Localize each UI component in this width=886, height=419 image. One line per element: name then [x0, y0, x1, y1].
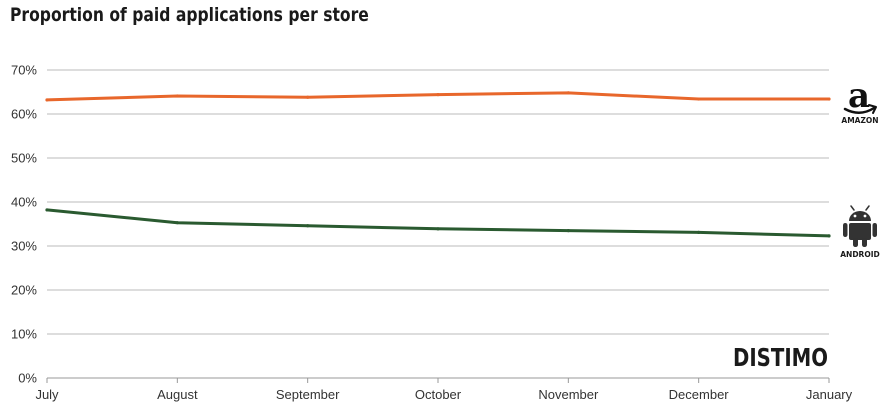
x-axis: July August September October November Decemb…: [35, 378, 853, 402]
x-tick-label: July: [35, 387, 59, 402]
x-tick-label: October: [415, 387, 462, 402]
data-point-amazon: [45, 98, 49, 102]
data-point-amazon: [697, 97, 701, 101]
y-tick-label: 50%: [11, 151, 37, 166]
y-tick-label: 60%: [11, 107, 37, 122]
data-point-android: [45, 208, 49, 212]
data-point-amazon: [827, 97, 831, 101]
y-tick-label: 10%: [11, 327, 37, 342]
y-tick-label: 30%: [11, 239, 37, 254]
grid-lines: [47, 69, 829, 379]
legend-label-android: ANDROID: [840, 250, 879, 259]
data-point-amazon: [566, 91, 570, 95]
data-point-android: [827, 234, 831, 238]
series-lines: [45, 91, 831, 238]
data-point-android: [436, 227, 440, 231]
x-tick-label: September: [276, 387, 340, 402]
svg-text:a: a: [848, 76, 870, 116]
data-point-amazon: [436, 93, 440, 97]
y-tick-label: 40%: [11, 195, 37, 210]
y-tick-label: 0%: [18, 371, 37, 386]
y-tick-label: 20%: [11, 283, 37, 298]
android-robot-icon: [843, 205, 877, 247]
y-tick-label: 70%: [11, 63, 37, 78]
x-tick-label: August: [157, 387, 198, 402]
data-point-amazon: [175, 94, 179, 98]
data-point-amazon: [306, 95, 310, 99]
x-tick-label: November: [538, 387, 599, 402]
legend-android: ANDROID: [840, 205, 880, 259]
chart-title: Proportion of paid applications per stor…: [10, 4, 369, 26]
legend-amazon: a AMAZON: [841, 76, 878, 125]
data-point-android: [566, 229, 570, 233]
legend-label-amazon: AMAZON: [841, 116, 878, 125]
data-point-android: [306, 224, 310, 228]
x-tick-label: January: [806, 387, 853, 402]
distimo-watermark: DISTIMO: [733, 343, 828, 372]
series-line-android: [45, 208, 831, 238]
amazon-logo-icon: a: [843, 76, 877, 116]
data-point-android: [697, 230, 701, 234]
y-axis: 0% 10% 20% 30% 40% 50% 60% 70%: [11, 63, 37, 386]
data-point-android: [175, 221, 179, 225]
x-tick-label: December: [669, 387, 730, 402]
